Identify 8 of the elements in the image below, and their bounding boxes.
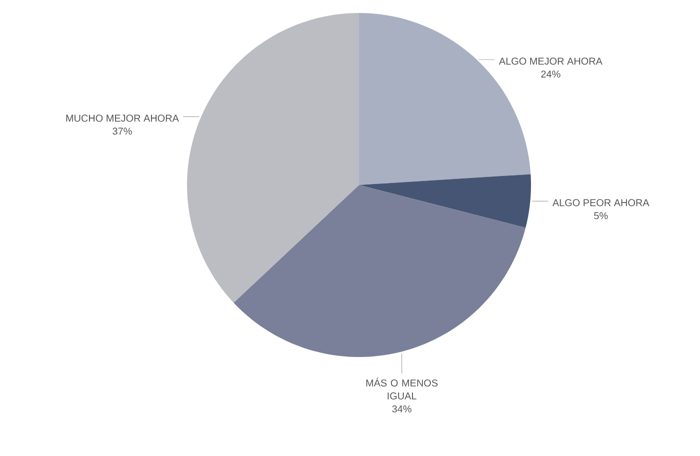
data-label: 37% bbox=[112, 128, 132, 135]
slice-label: ALGO PEOR AHORA bbox=[552, 199, 650, 206]
slice-label: ALGO MEJOR AHORA bbox=[498, 58, 602, 65]
data-label: 5% bbox=[594, 212, 608, 220]
slice-label: MUCHO MEJOR AHORA bbox=[66, 114, 179, 122]
data-label: 24% bbox=[541, 70, 560, 78]
slice-label: MÁS O MENOS IGUAL bbox=[366, 378, 438, 400]
data-label: 34% bbox=[392, 405, 412, 412]
